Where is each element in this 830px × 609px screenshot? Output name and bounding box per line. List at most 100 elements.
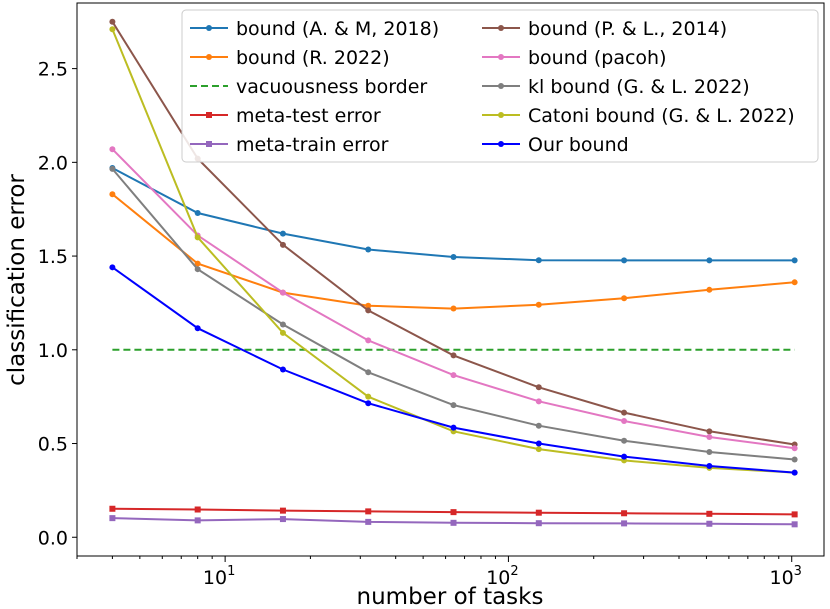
data-point	[450, 424, 457, 431]
legend-entry-catoni-bound-g-l-2022: Catoni bound (G. & L. 2022)	[482, 105, 795, 127]
legend-label: Catoni bound (G. & L. 2022)	[528, 105, 795, 127]
legend-marker	[498, 112, 504, 118]
data-point	[365, 369, 372, 376]
data-point	[109, 191, 116, 198]
data-point	[706, 286, 713, 293]
y-tick-label: 0.0	[38, 527, 68, 549]
data-point	[109, 264, 116, 271]
data-point	[535, 257, 542, 264]
data-point	[791, 279, 798, 286]
series-bound-r-2022	[109, 191, 798, 312]
legend-marker	[498, 54, 504, 60]
data-point	[109, 146, 116, 153]
y-tick-label: 2.5	[38, 59, 68, 81]
legend-marker	[206, 25, 212, 31]
series-line-kl-bound-g-l-2022	[111, 168, 795, 461]
data-point	[791, 511, 798, 518]
data-point	[450, 305, 457, 312]
data-point	[279, 366, 286, 373]
data-point	[706, 448, 713, 455]
data-point	[279, 230, 286, 237]
legend-label: bound (A. & M, 2018)	[236, 18, 439, 40]
series-line-bound-r-2022	[111, 193, 795, 310]
x-tick-label: 101	[203, 564, 235, 589]
legend-marker	[498, 83, 504, 89]
x-tick-label: 103	[769, 564, 801, 589]
data-point	[621, 520, 628, 527]
legend-entry-our-bound: Our bound	[482, 134, 629, 156]
legend: bound (A. & M, 2018) bound (R. 2022) vacuo…	[181, 9, 819, 163]
series-line-our-bound	[111, 266, 795, 474]
data-point	[279, 516, 286, 523]
data-point	[194, 266, 201, 273]
data-point	[450, 372, 457, 379]
data-point	[194, 209, 201, 216]
legend-marker	[206, 112, 212, 118]
data-point	[621, 453, 628, 460]
data-point	[450, 519, 457, 526]
data-point	[621, 409, 628, 416]
data-point	[194, 260, 201, 267]
x-tick-exponent: 2	[510, 564, 518, 579]
legend-label: meta-test error	[236, 105, 381, 127]
data-point	[450, 352, 457, 359]
legend-label: bound (R. 2022)	[236, 47, 390, 69]
data-point	[365, 246, 372, 253]
data-point	[706, 428, 713, 435]
x-tick-exponent: 1	[227, 564, 235, 579]
x-tick-exponent: 3	[794, 564, 802, 579]
series-kl-bound-g-l-2022	[109, 165, 798, 463]
x-tick-base: 10	[203, 567, 227, 589]
data-point	[706, 257, 713, 264]
series-bound-a-m-2018	[109, 164, 798, 264]
data-point	[621, 510, 628, 517]
data-point	[194, 517, 201, 524]
data-point	[109, 505, 116, 512]
x-tick-label: 102	[486, 564, 518, 589]
data-point	[365, 393, 372, 400]
data-point	[621, 295, 628, 302]
data-point	[535, 446, 542, 453]
data-point	[109, 26, 116, 33]
data-point	[109, 18, 116, 25]
x-axis-label: number of tasks	[357, 584, 544, 609]
data-point	[621, 257, 628, 264]
data-point	[365, 518, 372, 525]
data-point	[791, 257, 798, 264]
data-point	[450, 509, 457, 516]
legend-entry-meta-test-error: meta-test error	[190, 105, 381, 127]
data-point	[535, 422, 542, 429]
data-point	[535, 384, 542, 391]
legend-entry-kl-bound-g-l-2022: kl bound (G. & L. 2022)	[482, 76, 750, 98]
data-point	[279, 329, 286, 336]
y-axis-label: classification error	[4, 174, 30, 386]
series-meta-test-error	[109, 505, 798, 518]
data-point	[706, 510, 713, 517]
data-point	[279, 321, 286, 328]
data-point	[535, 509, 542, 516]
legend-label: vacuousness border	[236, 76, 427, 98]
series-bound-pacoh	[109, 146, 798, 452]
plot-frame	[76, 2, 825, 557]
data-point	[621, 437, 628, 444]
data-point	[535, 398, 542, 405]
data-point	[365, 302, 372, 309]
data-point	[706, 463, 713, 470]
data-point	[109, 165, 116, 172]
data-point	[279, 289, 286, 296]
legend-marker	[498, 25, 504, 31]
data-point	[365, 508, 372, 515]
legend-entry-bound-a-m-2018: bound (A. & M, 2018)	[190, 18, 439, 40]
x-tick-base: 10	[769, 567, 793, 589]
legend-entry-bound-r-2022: bound (R. 2022)	[190, 47, 390, 69]
data-point	[791, 456, 798, 463]
legend-entry-vacuousness-border: vacuousness border	[190, 76, 427, 98]
data-point	[621, 418, 628, 425]
data-point	[279, 507, 286, 514]
y-tick-label: 0.5	[38, 434, 68, 456]
data-point	[194, 325, 201, 332]
data-point	[535, 520, 542, 527]
